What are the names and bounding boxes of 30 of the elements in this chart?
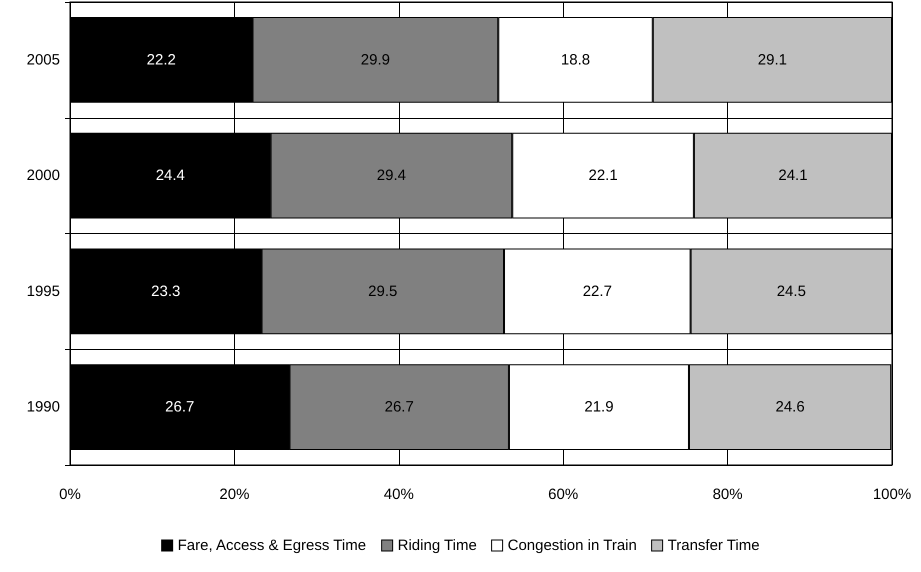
data-label: 24.4	[156, 167, 185, 184]
data-label: 26.7	[384, 398, 414, 416]
data-label: 29.4	[376, 167, 406, 184]
x-tick-label: 20%	[219, 486, 250, 503]
y-tick-label: 1990	[26, 398, 60, 416]
data-label: 22.2	[146, 51, 176, 68]
x-tick-label: 80%	[712, 486, 743, 503]
data-label: 26.7	[165, 398, 194, 416]
legend-label: Congestion in Train	[508, 537, 637, 554]
x-tick-label: 40%	[384, 486, 414, 503]
data-label: 22.1	[588, 167, 618, 184]
data-label: 24.1	[778, 167, 808, 184]
data-label: 29.5	[368, 282, 398, 300]
data-label: 23.3	[151, 282, 180, 300]
data-label: 24.6	[775, 398, 805, 416]
x-tick-label: 60%	[548, 486, 578, 503]
data-label: 21.9	[584, 398, 614, 416]
legend-label: Riding Time	[398, 537, 477, 554]
x-tick-label: 100%	[872, 486, 912, 503]
data-label: 29.9	[360, 51, 390, 68]
y-tick-label: 2005	[26, 51, 60, 68]
data-label: 29.1	[758, 51, 787, 68]
x-tick-label: 0%	[59, 486, 81, 503]
data-label: 22.7	[582, 282, 612, 300]
data-label: 24.5	[776, 282, 806, 300]
legend-label: Transfer Time	[668, 537, 760, 554]
data-label: 18.8	[560, 51, 590, 68]
y-tick-label: 1995	[26, 282, 60, 300]
y-tick-label: 2000	[26, 167, 60, 184]
legend-label: Fare, Access & Egress Time	[178, 537, 366, 554]
